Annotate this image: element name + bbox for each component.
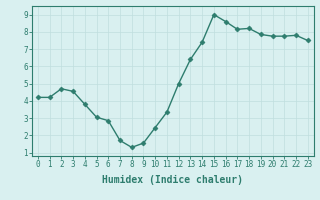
X-axis label: Humidex (Indice chaleur): Humidex (Indice chaleur) [102, 175, 243, 185]
